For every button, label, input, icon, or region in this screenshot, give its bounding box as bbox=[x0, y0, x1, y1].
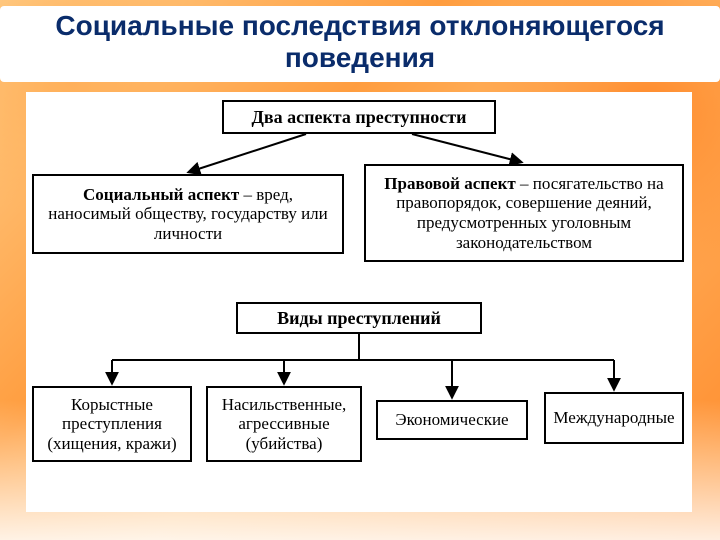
node-label: Экономические bbox=[395, 410, 508, 430]
node-legal-aspect: Правовой аспект – посягательство на прав… bbox=[364, 164, 684, 262]
node-label: Виды преступлений bbox=[277, 308, 441, 329]
page-title: Социальные последствия отклоняющегося по… bbox=[0, 6, 720, 82]
edge-aspects-to-social bbox=[189, 134, 306, 172]
node-label: Международные bbox=[553, 408, 674, 428]
node-type-nasilstvennye: Насильственные, агрессивные (убийства) bbox=[206, 386, 362, 462]
node-label-bold: Социальный аспект bbox=[83, 185, 239, 204]
diagram-canvas: Два аспекта преступности Социальный аспе… bbox=[26, 92, 692, 512]
node-social-aspect: Социальный аспект – вред, наносимый обще… bbox=[32, 174, 344, 254]
node-type-ekonomicheskie: Экономические bbox=[376, 400, 528, 440]
node-types-root: Виды преступлений bbox=[236, 302, 482, 334]
node-label: Корыстные преступления (хищения, кражи) bbox=[42, 395, 182, 454]
node-aspects-root: Два аспекта преступности bbox=[222, 100, 496, 134]
node-type-mezhdunarodnye: Международные bbox=[544, 392, 684, 444]
edge-aspects-to-legal bbox=[412, 134, 521, 162]
node-type-korystnye: Корыстные преступления (хищения, кражи) bbox=[32, 386, 192, 462]
title-wrap: Социальные последствия отклоняющегося по… bbox=[0, 6, 720, 82]
node-label: Два аспекта преступности bbox=[251, 107, 466, 128]
node-label-bold: Правовой аспект bbox=[384, 174, 515, 193]
node-label: Насильственные, агрессивные (убийства) bbox=[216, 395, 352, 454]
